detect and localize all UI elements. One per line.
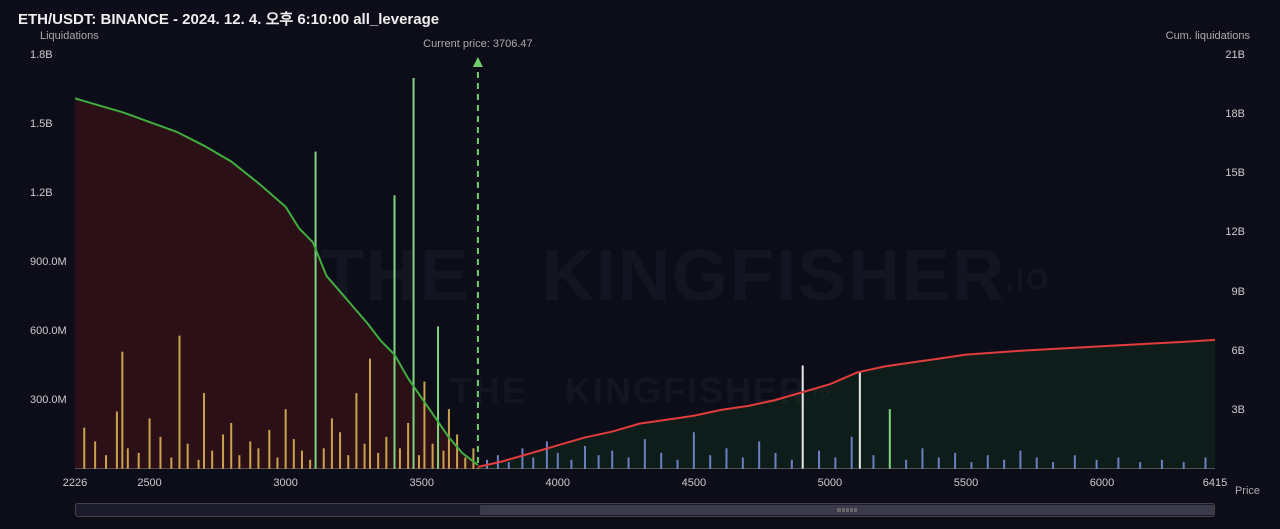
x-axis-label: Price <box>1235 485 1260 497</box>
ytick-right: 9B <box>1232 286 1245 298</box>
scrollbar-grip-icon <box>837 508 857 512</box>
ytick-left: 600.0M <box>30 325 67 337</box>
xtick: 6000 <box>1090 477 1114 489</box>
xtick: 4000 <box>546 477 570 489</box>
ytick-right: 6B <box>1232 345 1245 357</box>
ytick-right: 15B <box>1225 167 1245 179</box>
xtick: 6415 <box>1203 477 1227 489</box>
ytick-left: 300.0M <box>30 394 67 406</box>
ytick-right: 3B <box>1232 404 1245 416</box>
xtick: 2226 <box>63 477 87 489</box>
xtick: 5000 <box>818 477 842 489</box>
chart-plot-area[interactable] <box>75 55 1215 469</box>
xtick: 4500 <box>682 477 706 489</box>
chart-title: ETH/USDT: BINANCE - 2024. 12. 4. 오후 6:10… <box>18 8 439 29</box>
xtick: 5500 <box>954 477 978 489</box>
ytick-left: 900.0M <box>30 256 67 268</box>
xtick: 3500 <box>409 477 433 489</box>
ytick-left: 1.2B <box>30 187 53 199</box>
xtick: 2500 <box>137 477 161 489</box>
chart-scrollbar[interactable] <box>75 503 1215 517</box>
ytick-right: 18B <box>1225 108 1245 120</box>
ytick-left: 1.5B <box>30 118 53 130</box>
xtick: 3000 <box>273 477 297 489</box>
chart-container: ETH/USDT: BINANCE - 2024. 12. 4. 오후 6:10… <box>0 0 1280 529</box>
y-axis-left-label: Liquidations <box>40 30 99 42</box>
current-price-label: Current price: 3706.47 <box>423 38 532 50</box>
ytick-right: 21B <box>1225 49 1245 61</box>
ytick-left: 1.8B <box>30 49 53 61</box>
ytick-right: 12B <box>1225 226 1245 238</box>
y-axis-right-label: Cum. liquidations <box>1166 30 1250 42</box>
